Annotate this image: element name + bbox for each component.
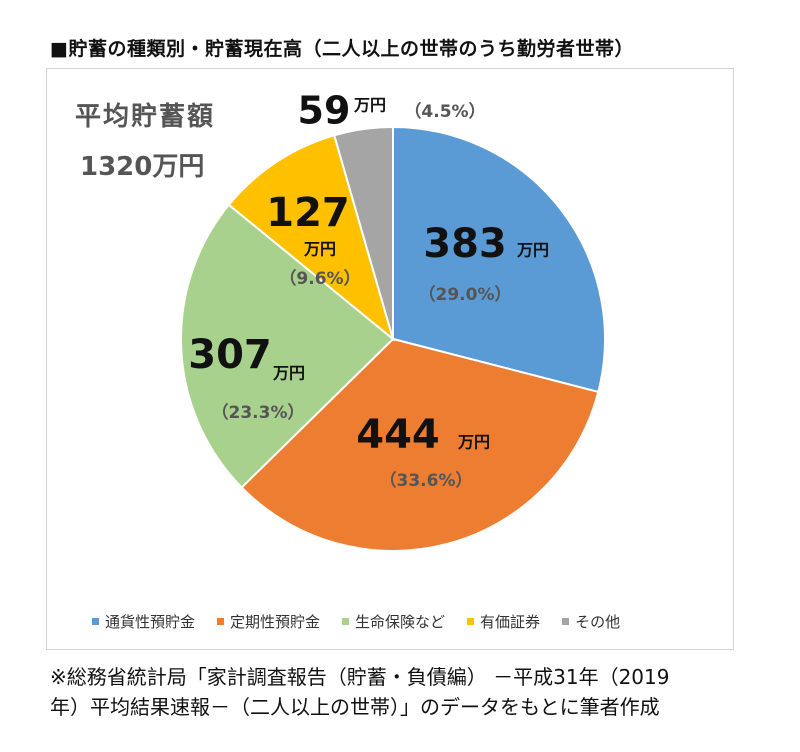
legend-swatch — [217, 618, 225, 625]
legend-label: 生命保険など — [355, 613, 446, 631]
legend: 通貨性預貯金 定期性預貯金 生命保険など 有価証券 その他 — [92, 611, 620, 632]
slice-value-label-4: 127 — [266, 190, 350, 236]
legend-swatch — [467, 618, 475, 625]
legend-swatch — [92, 618, 99, 625]
slice-value-label-5: 59 — [298, 89, 351, 133]
slice-percent-label-3: （23.3%） — [212, 402, 305, 423]
legend-swatch — [342, 618, 350, 625]
legend-item-3: 生命保険など — [342, 611, 445, 632]
source-note-line-1: ※総務省統計局「家計調査報告（貯蓄・負債編） －平成31年（2019 — [50, 665, 670, 689]
pie-slice-4 — [227, 134, 395, 342]
slice-value-label-3: 307 — [188, 332, 272, 378]
slice-unit-label-3: 万円 — [272, 364, 305, 383]
slice-value-label-2: 444 — [356, 412, 440, 458]
legend-item-2: 定期性預貯金 — [217, 611, 320, 632]
pie-slice-2 — [240, 337, 600, 552]
average-savings-value: 1320万円 — [80, 152, 205, 182]
legend-swatch — [562, 618, 570, 625]
pie-slice-3 — [180, 203, 395, 489]
pie-slice-5 — [333, 125, 394, 340]
source-note: ※総務省統計局「家計調査報告（貯蓄・負債編） －平成31年（2019 年）平均結… — [50, 662, 750, 722]
slice-unit-label-4: 万円 — [303, 240, 336, 259]
legend-label: 定期性預貯金 — [230, 613, 321, 631]
source-note-line-2: 年）平均結果速報－（二人以上の世帯）」のデータをもとに筆者作成 — [50, 695, 660, 719]
legend-item-5: その他 — [562, 611, 620, 632]
legend-label: 有価証券 — [480, 613, 541, 631]
slice-value-label-1: 383 — [423, 221, 507, 267]
legend-label: その他 — [575, 613, 621, 631]
legend-item-4: 有価証券 — [467, 611, 540, 632]
slice-unit-label-5: 万円 — [353, 96, 386, 115]
average-savings-label: 平均貯蓄額 — [75, 102, 216, 132]
pie-slice-1 — [392, 125, 606, 394]
chart-title: ■貯蓄の種類別・貯蓄現在高（二人以上の世帯のうち勤労者世帯） — [50, 38, 634, 60]
legend-item-1: 通貨性預貯金 — [92, 611, 195, 632]
chart-frame — [46, 68, 734, 650]
slice-percent-label-4: （9.6%） — [279, 268, 360, 289]
slice-unit-label-1: 万円 — [516, 241, 549, 260]
legend-label: 通貨性預貯金 — [105, 613, 196, 631]
slice-percent-label-5: （4.5%） — [404, 101, 485, 122]
slice-unit-label-2: 万円 — [457, 433, 490, 452]
slice-percent-label-2: （33.6%） — [380, 470, 473, 491]
slice-percent-label-1: （29.0%） — [419, 284, 512, 305]
